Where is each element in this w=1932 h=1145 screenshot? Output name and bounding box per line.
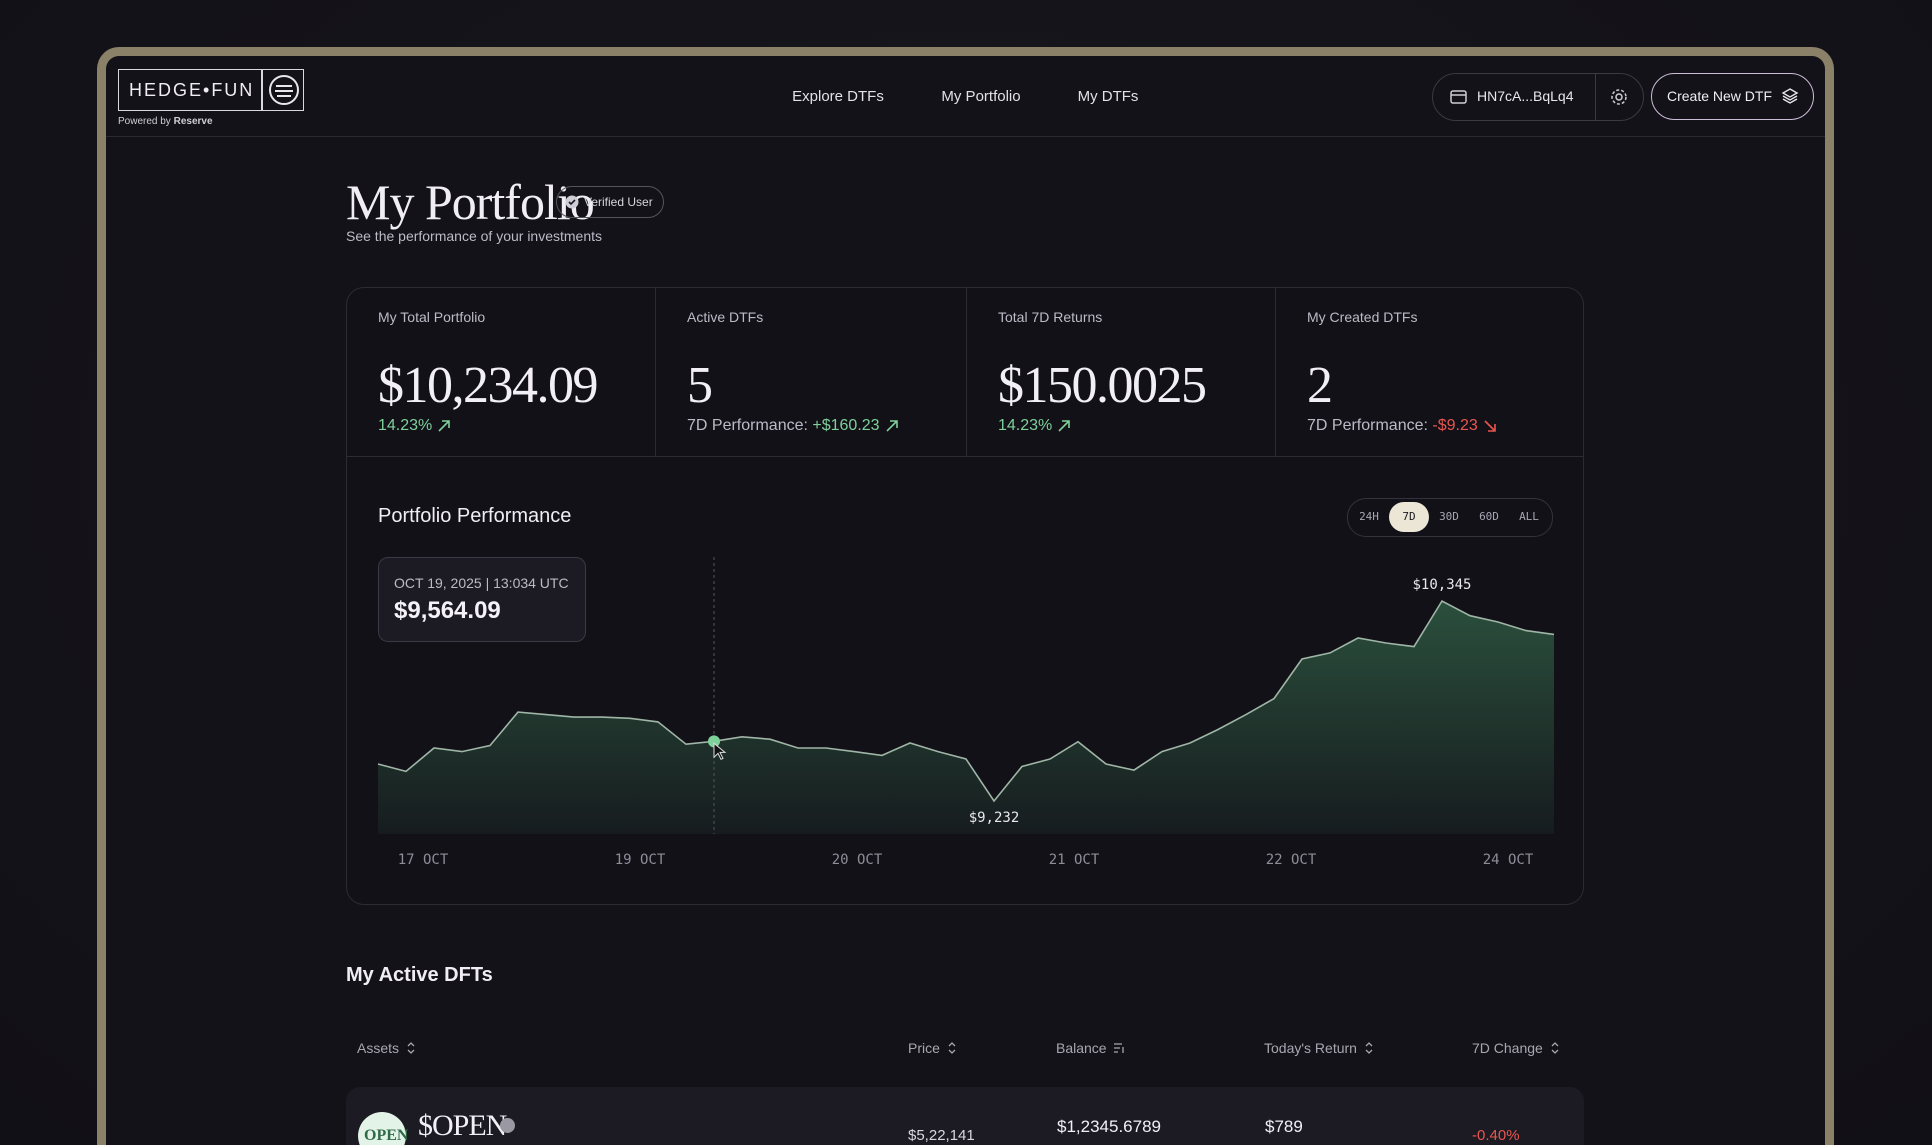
tooltip-date: OCT 19, 2025 | 13:034 UTC [394,575,569,591]
x-axis-label: 24 OCT [1483,852,1534,868]
cursor-icon [713,742,727,761]
hover-dot [708,735,720,748]
asset-balance: $1,2345.6789 [1057,1117,1161,1136]
x-axis-label: 20 OCT [832,852,883,868]
layers-icon [1781,88,1799,104]
trend-arrow [886,420,898,432]
range-selector [1347,498,1553,537]
stat-label: My Total Portfolio [378,309,486,325]
column-header[interactable]: 7D Change [1472,1040,1543,1056]
stat-change: 14.23% [998,417,1052,435]
create-button[interactable]: Create New DTF [1651,73,1814,120]
chart-area [378,601,1554,834]
stats-divider [347,456,1583,457]
stat-change-value: +$160.23 [812,417,880,434]
x-axis-label: 22 OCT [1266,852,1317,868]
stat-value: $150.0025 [998,357,1207,414]
range-option[interactable]: 7D [1402,510,1416,523]
section-title: My Active DFTs [346,964,493,986]
range-option[interactable]: 24H [1359,510,1379,523]
sort-icon[interactable] [1549,1041,1561,1055]
create-button-text: Create New DTF [1667,88,1773,104]
stat-change: 7D Performance: -$9.23 [1307,417,1478,435]
wallet-address: HN7cA...BqLq4 [1477,88,1574,104]
logo[interactable]: HEDGE•FUN [118,69,304,111]
asset-today-return: $789 [1265,1117,1303,1136]
header-divider [106,136,1825,137]
stat-change: 14.23% [378,417,432,435]
x-axis-label: 21 OCT [1049,852,1100,868]
trend-arrow [1058,420,1071,432]
verified-icon [565,195,579,209]
wallet-icon [1450,90,1467,104]
table-row[interactable] [346,1087,1584,1145]
stat-divider [966,288,967,456]
stat-label: Total 7D Returns [998,309,1103,325]
wallet-divider [1595,74,1596,120]
logo-icon [269,75,299,105]
tooltip-value: $9,564.09 [394,597,501,624]
stat-change: 7D Performance: +$160.23 [687,417,880,435]
performance-title: Portfolio Performance [378,505,572,527]
stat-label: Active DTFs [687,309,764,325]
asset-logo [358,1112,406,1145]
logo-text: HEDGE•FUN [129,80,255,100]
stat-change-label: 7D Performance: [1307,417,1428,434]
verified-badge: Verified User [556,186,664,218]
wallet-button[interactable]: HN7cA...BqLq4 [1432,73,1644,121]
column-header[interactable]: Assets [357,1040,400,1056]
stat-divider [655,288,656,456]
stat-divider [1275,288,1276,456]
logo-divider [261,70,263,110]
max-label: $10,345 [1412,577,1471,593]
stat-change-label: 7D Performance: [687,417,808,434]
range-option[interactable]: ALL [1519,510,1539,523]
column-header[interactable]: Today's Return [1264,1040,1357,1056]
trend-arrow [1484,420,1496,432]
column-header[interactable]: Balance [1056,1040,1107,1056]
chart-line [377,599,1555,803]
settings-icon[interactable] [1609,87,1629,107]
sort-icon[interactable] [1363,1041,1375,1055]
range-option[interactable]: 60D [1479,510,1499,523]
verified-text: Verified User [584,195,653,209]
sort-icon[interactable] [405,1041,417,1055]
page-title: My Portfolio [346,174,595,230]
sort-icon[interactable] [1113,1041,1125,1055]
stat-value: 5 [687,357,713,414]
x-axis-label: 17 OCT [398,852,449,868]
nav-link[interactable]: Explore DTFs [792,88,884,105]
page-subtitle: See the performance of your investments [346,228,603,244]
powered-by-text: Powered by [118,116,171,127]
asset-verified [500,1118,515,1133]
powered-by: Powered by Reserve [118,116,213,127]
stat-change-value: -$9.23 [1432,417,1478,434]
range-active-pill [1389,502,1429,532]
min-label: $9,232 [969,810,1020,826]
powered-brand: Reserve [173,116,213,127]
asset-logo-text: OPEN [364,1127,409,1144]
asset-price: $5,22,141 [908,1127,975,1144]
range-option[interactable]: 30D [1439,510,1459,523]
stat-value: 2 [1307,357,1333,414]
sort-icon[interactable] [946,1041,958,1055]
asset-name: $OPEN [418,1109,507,1142]
column-header[interactable]: Price [908,1040,940,1056]
stat-change-value: 14.23% [378,417,433,434]
chart-tooltip: OCT 19, 2025 | 13:034 UTC $9,564.09 [378,557,586,642]
asset-7d-change: -0.40% [1472,1127,1520,1144]
x-axis-label: 19 OCT [615,852,666,868]
stat-label: My Created DTFs [1307,309,1418,325]
trend-arrow [438,420,451,432]
nav-link[interactable]: My DTFs [1077,88,1139,105]
stat-value: $10,234.09 [378,357,599,414]
stat-change-value: 14.23% [998,417,1053,434]
nav-link[interactable]: My Portfolio [941,88,1021,105]
